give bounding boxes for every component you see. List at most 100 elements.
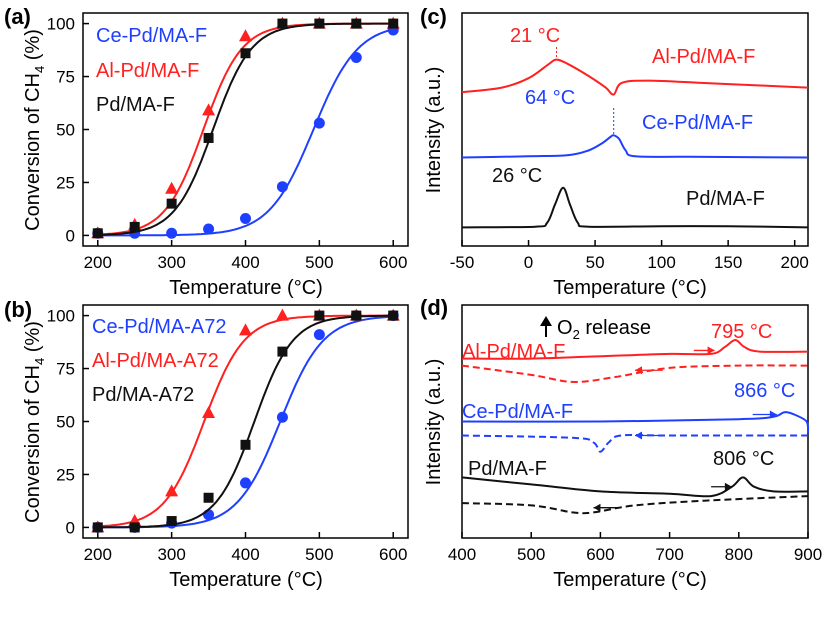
y-tick-label-1-25: 25 xyxy=(56,465,75,484)
peak-label-795c: 795 °C xyxy=(711,321,772,343)
peak-label-64c: 64 °C xyxy=(525,87,575,109)
series-label-al-pd-ma-f-c: Al-Pd/MA-F xyxy=(652,46,755,68)
panel-a-axes: 200 300 400 500 600 0 25 50 75 100 xyxy=(47,12,409,272)
legend-ce-pd-ma-f: Ce-Pd/MA-F xyxy=(96,25,207,47)
y-tick-label-0-100: 100 xyxy=(47,15,75,34)
data-point-ce-pd-ma-a72-350 xyxy=(203,509,215,521)
data-point-pd-ma-a72-300 xyxy=(166,516,177,527)
x-tick-label-1-500: 500 xyxy=(305,545,333,564)
y-tick-label-1-75: 75 xyxy=(56,360,75,379)
legend-pd-ma-a72: Pd/MA-A72 xyxy=(92,384,194,406)
x-tick-label-0-300: 300 xyxy=(157,253,185,272)
x-tick-label-2-100: 100 xyxy=(647,253,675,272)
panel-a-data xyxy=(91,16,400,239)
series-label-ce-pd-ma-f-c: Ce-Pd/MA-F xyxy=(642,112,753,134)
data-point-ce-pd-ma-f-550 xyxy=(350,51,362,63)
series-label-pd-ma-f-c: Pd/MA-F xyxy=(686,188,765,210)
cooling-line-pd-ma-f xyxy=(461,495,809,515)
data-point-pd-ma-f-350 xyxy=(203,132,214,143)
panel-a-ylabel: Conversion of CH4 (%) xyxy=(22,29,47,231)
panel-a: (a) 200 300 400 500 600 0 25 50 75 100 Ce-Pd/MA-F… xyxy=(4,4,409,299)
fit-line-ce-pd-ma-a72 xyxy=(97,315,394,529)
data-point-pd-ma-f-600 xyxy=(388,18,399,29)
fit-line-al-pd-ma-a72 xyxy=(97,314,394,528)
y-tick-label-1-100: 100 xyxy=(47,307,75,326)
x-tick-label-0-400: 400 xyxy=(231,253,259,272)
data-point-ce-pd-ma-f-400 xyxy=(240,212,251,224)
x-tick-label-3-700: 700 xyxy=(655,545,683,564)
legend-pd-ma-f: Pd/MA-F xyxy=(96,94,175,116)
data-point-pd-ma-f-400 xyxy=(240,48,251,59)
data-point-al-pd-ma-f-400 xyxy=(239,29,252,42)
cooling-arrow-icon-al-head xyxy=(635,366,642,375)
x-tick-label-2-0: 0 xyxy=(524,253,533,272)
x-tick-label-0-600: 600 xyxy=(379,253,407,272)
data-point-pd-ma-f-200 xyxy=(92,228,103,239)
series-label-al-pd-ma-f-d: Al-Pd/MA-F xyxy=(462,341,565,363)
x-tick-label-3-800: 800 xyxy=(725,545,753,564)
fit-line-pd-ma-a72 xyxy=(97,314,394,529)
panel-d-axes: 400 500 600 700 800 900 xyxy=(448,304,822,564)
data-point-pd-ma-a72-600 xyxy=(388,310,399,321)
y-tick-label-0-50: 50 xyxy=(56,121,75,140)
panel-a-letter: (a) xyxy=(4,4,31,29)
panel-c: (c) -50 0 50 100 150 200 21 °C Al-Pd/MA-F 64 … xyxy=(420,4,809,299)
y-tick-label-1-0: 0 xyxy=(66,518,75,537)
panel-b-xlabel: Temperature (°C) xyxy=(169,569,323,591)
series-label-pd-ma-f-d: Pd/MA-F xyxy=(468,458,547,480)
legend-al-pd-ma-a72: Al-Pd/MA-A72 xyxy=(92,350,219,372)
y-tick-label-1-50: 50 xyxy=(56,413,75,432)
x-tick-label-1-200: 200 xyxy=(84,545,112,564)
data-point-ce-pd-ma-a72-500 xyxy=(313,329,325,341)
x-tick-label-2-200: 200 xyxy=(781,253,809,272)
panel-d: (d) 400 500 600 700 800 900 O2 release 795 °C… xyxy=(420,295,822,591)
data-point-ce-pd-ma-f-500 xyxy=(313,117,325,129)
heating-line-al-pd-ma-f xyxy=(461,338,809,360)
data-point-pd-ma-f-300 xyxy=(166,198,177,209)
heating-arrow-icon-pd-head xyxy=(724,482,732,491)
panel-b: (b) 200 300 400 500 600 0 25 50 75 100 Ce-Pd/MA-A… xyxy=(4,297,409,591)
fit-line-ce-pd-ma-f xyxy=(97,28,394,237)
profile-line-pd-ma-f xyxy=(461,186,809,229)
panel-c-xlabel: Temperature (°C) xyxy=(553,277,707,299)
panel-c-axes: -50 0 50 100 150 200 xyxy=(450,12,809,272)
cooling-line-al-pd-ma-f xyxy=(461,364,809,383)
cooling-line-ce-pd-ma-f xyxy=(461,433,809,453)
legend-al-pd-ma-f: Al-Pd/MA-F xyxy=(96,60,199,82)
data-point-pd-ma-a72-350 xyxy=(203,492,214,503)
heating-line-ce-pd-ma-f xyxy=(461,411,810,434)
data-point-pd-ma-f-500 xyxy=(314,18,325,29)
o2-release-annotation: O2 release xyxy=(540,316,651,342)
peak-label-806c: 806 °C xyxy=(713,448,774,470)
data-point-ce-pd-ma-f-350 xyxy=(203,223,215,235)
data-point-pd-ma-a72-550 xyxy=(351,310,362,321)
panel-b-ylabel: Conversion of CH4 (%) xyxy=(22,321,47,523)
x-tick-label-2-50: 50 xyxy=(586,253,605,272)
x-tick-label-1-400: 400 xyxy=(231,545,259,564)
panel-c-ylabel: Intensity (a.u.) xyxy=(423,67,445,194)
data-point-al-pd-ma-a72-450 xyxy=(275,308,289,321)
o2-release-label: O2 release xyxy=(557,317,651,342)
peak-label-26c: 26 °C xyxy=(492,165,542,187)
panel-c-letter: (c) xyxy=(420,4,447,29)
cooling-arrow-icon-ce-head xyxy=(635,431,642,440)
y-tick-label-0-75: 75 xyxy=(56,68,75,87)
panel-d-ylabel: Intensity (a.u.) xyxy=(423,359,445,486)
x-tick-label-3-600: 600 xyxy=(586,545,614,564)
panel-d-xlabel: Temperature (°C) xyxy=(553,569,707,591)
data-point-pd-ma-a72-450 xyxy=(277,346,288,357)
data-point-ce-pd-ma-f-300 xyxy=(166,227,178,239)
x-tick-label-3-500: 500 xyxy=(517,545,545,564)
data-point-ce-pd-ma-a72-450 xyxy=(276,411,288,423)
panel-b-data xyxy=(91,308,400,533)
data-point-pd-ma-f-450 xyxy=(277,18,288,29)
cooling-arrow-icon-pd-head xyxy=(593,503,601,512)
profile-line-ce-pd-ma-f xyxy=(461,134,809,159)
data-point-pd-ma-a72-200 xyxy=(92,522,103,533)
data-point-al-pd-ma-f-350 xyxy=(202,103,216,116)
data-point-pd-ma-a72-400 xyxy=(240,439,251,450)
panel-c-data xyxy=(461,47,809,229)
x-tick-label-3-900: 900 xyxy=(794,545,822,564)
panel-b-axes: 200 300 400 500 600 0 25 50 75 100 xyxy=(47,304,409,564)
profile-line-al-pd-ma-f xyxy=(461,58,809,96)
